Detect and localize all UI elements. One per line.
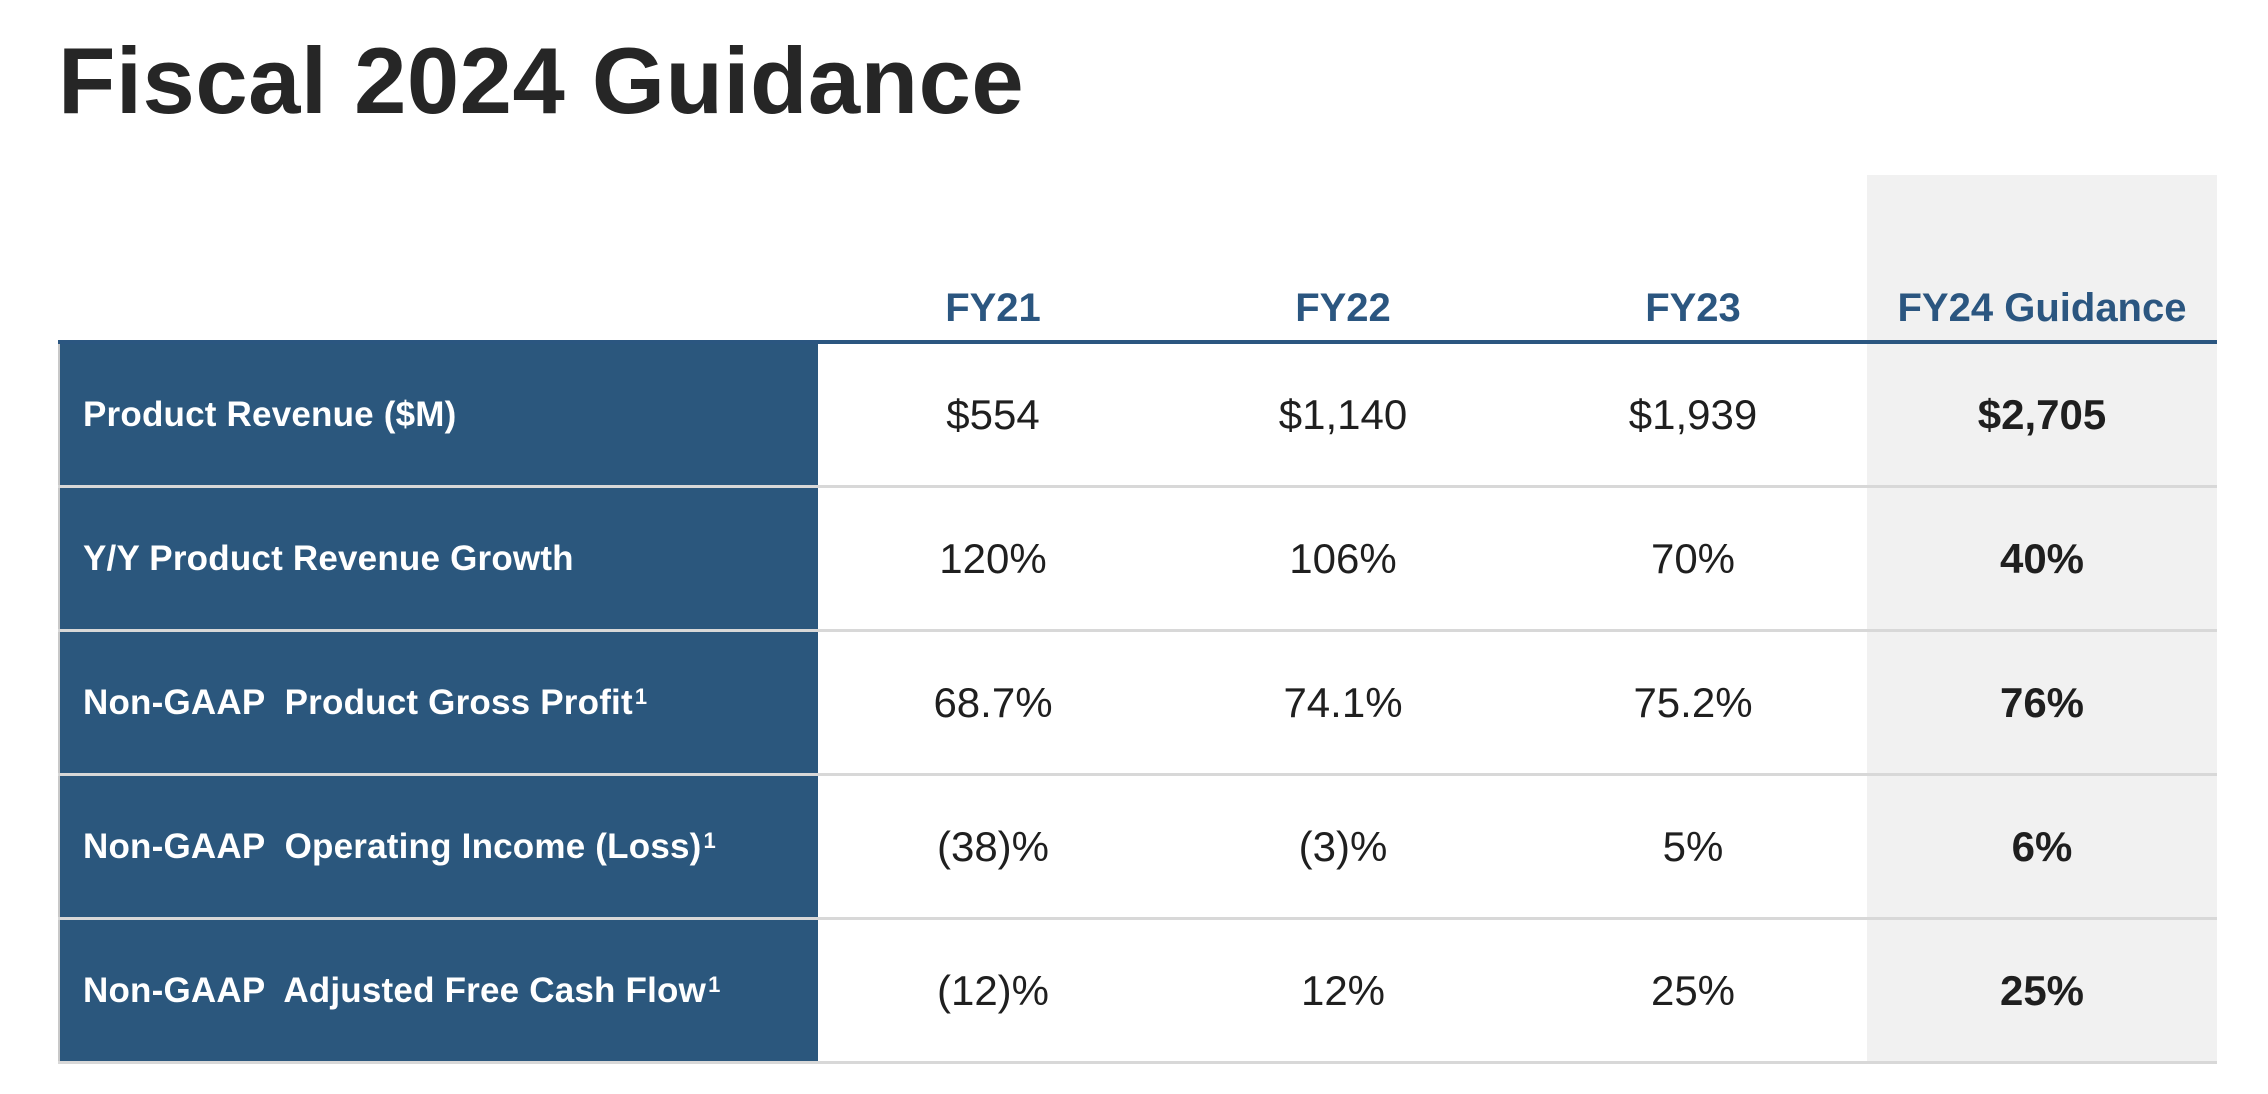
column-header-fy21: FY21	[945, 286, 1041, 330]
cell-fy21: 120%	[939, 534, 1047, 582]
row-edge	[58, 920, 61, 1061]
cell-fy22: (3)%	[1298, 822, 1388, 870]
table-row-revenue-growth: Y/Y Product Revenue Growth 120% 106% 70%…	[58, 488, 2217, 632]
cell-fy23: 70%	[1650, 534, 1736, 582]
row-label-text: Y/Y Product Revenue Growth	[83, 538, 574, 578]
table-row-operating-income: Non-GAAP Operating Income (Loss) 1 (38)% …	[58, 776, 2217, 920]
row-label-text: Non-GAAP Product Gross Profit	[83, 682, 633, 722]
row-edge	[58, 632, 61, 773]
row-label: Non-GAAP Product Gross Profit 1	[60, 632, 818, 773]
cell-fy22: 106%	[1289, 534, 1397, 582]
table-header-row: FY21 FY22 FY23 FY24 Guidance	[58, 280, 2217, 342]
cell-fy23: $1,939	[1628, 390, 1758, 438]
row-label: Non-GAAP Operating Income (Loss) 1	[60, 776, 818, 917]
cell-fy24-guidance: $2,705	[1977, 390, 2107, 438]
footnote-marker: 1	[703, 827, 716, 853]
cell-fy23: 5%	[1662, 822, 1724, 870]
footnote-marker: 1	[634, 683, 648, 709]
cell-fy22: 74.1%	[1283, 678, 1403, 726]
row-label: Non-GAAP Adjusted Free Cash Flow 1	[60, 920, 818, 1061]
cell-fy21: $554	[946, 390, 1040, 438]
row-label-text: Product Revenue ($M)	[83, 394, 457, 434]
cell-fy23: 25%	[1650, 966, 1736, 1014]
cell-fy21: (38)%	[936, 822, 1050, 870]
cell-fy23: 75.2%	[1633, 678, 1753, 726]
guidance-column-highlight	[1867, 175, 2217, 1061]
row-edge	[58, 488, 61, 629]
table-row-product-revenue: Product Revenue ($M) $554 $1,140 $1,939 …	[58, 344, 2217, 488]
column-header-fy23: FY23	[1645, 286, 1741, 330]
cell-fy21: (12)%	[936, 966, 1050, 1014]
table-row-free-cash-flow: Non-GAAP Adjusted Free Cash Flow 1 (12)% …	[58, 920, 2217, 1064]
column-header-fy22: FY22	[1295, 286, 1391, 330]
cell-fy21: 68.7%	[933, 678, 1053, 726]
guidance-table: Product Revenue ($M) $554 $1,140 $1,939 …	[58, 344, 2217, 1064]
page-title: Fiscal 2024 Guidance	[58, 28, 1025, 133]
cell-fy24-guidance: 25%	[1999, 966, 2085, 1014]
row-label-text: Non-GAAP Operating Income (Loss)	[83, 826, 702, 866]
row-edge	[58, 776, 61, 917]
row-label: Y/Y Product Revenue Growth	[60, 488, 818, 629]
row-edge	[58, 344, 61, 485]
cell-fy24-guidance: 76%	[1999, 678, 2085, 726]
row-label-text: Non-GAAP Adjusted Free Cash Flow	[83, 970, 707, 1010]
table-row-gross-profit: Non-GAAP Product Gross Profit 1 68.7% 74.…	[58, 632, 2217, 776]
cell-fy22: 12%	[1300, 966, 1386, 1014]
column-header-fy24-guidance: FY24 Guidance	[1897, 286, 2187, 330]
cell-fy24-guidance: 6%	[2011, 822, 2073, 870]
row-label: Product Revenue ($M)	[60, 344, 818, 485]
footnote-marker: 1	[708, 971, 721, 997]
header-divider	[58, 340, 2217, 344]
cell-fy22: $1,140	[1278, 390, 1408, 438]
cell-fy24-guidance: 40%	[1999, 534, 2085, 582]
